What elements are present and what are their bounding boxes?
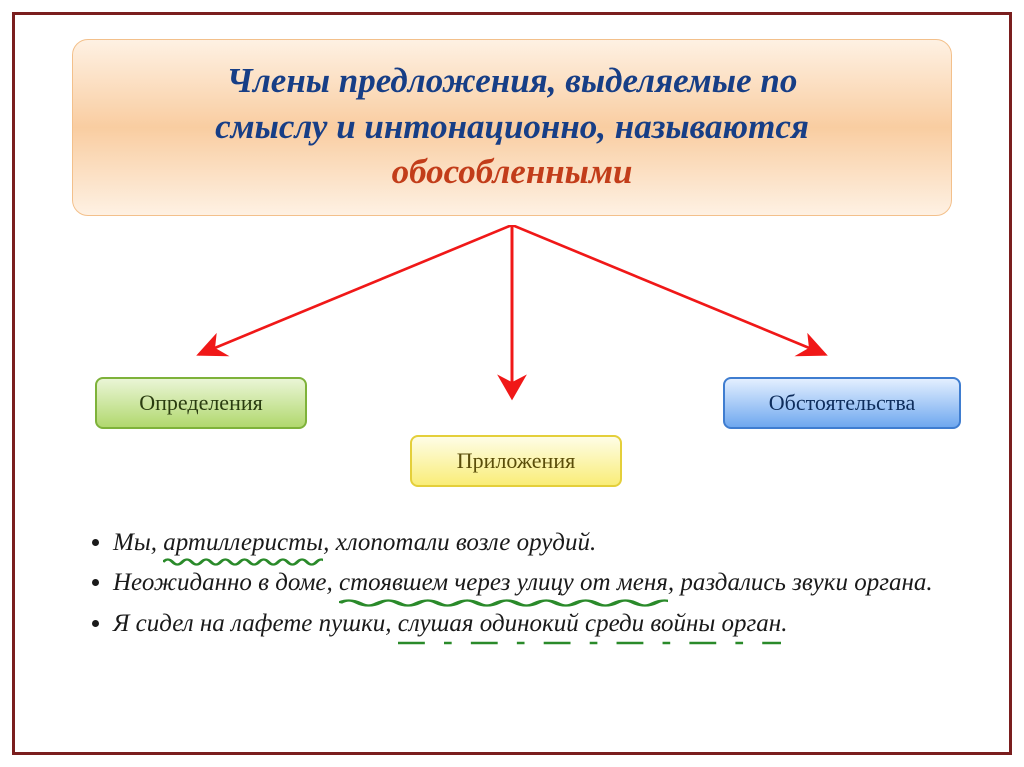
examples-block: Мы, артиллеристы , хлопотали возле оруди… bbox=[85, 525, 949, 646]
examples-list: Мы, артиллеристы , хлопотали возле оруди… bbox=[85, 525, 949, 642]
example-suffix: , хлопотали возле орудий. bbox=[323, 529, 596, 556]
title-line-3: обособленными bbox=[93, 149, 931, 195]
slide-frame: Члены предложения, выделяемые по смыслу … bbox=[12, 12, 1012, 755]
example-item: Неожиданно в доме, стоявшем через улицу … bbox=[113, 565, 949, 601]
example-prefix: Мы, bbox=[113, 529, 163, 556]
example-item: Мы, артиллеристы , хлопотали возле оруди… bbox=[113, 525, 949, 561]
title-line-2: смыслу и интонационно, называются bbox=[93, 104, 931, 150]
example-suffix: , раздались звуки органа. bbox=[668, 569, 933, 596]
node-circumstances: Обстоятельства bbox=[723, 377, 961, 429]
node-applications-label: Приложения bbox=[457, 449, 575, 473]
example-prefix: Неожиданно в доме, bbox=[113, 569, 339, 596]
node-definitions-label: Определения bbox=[139, 391, 263, 415]
example-prefix: Я сидел на лафете пушки, bbox=[113, 610, 398, 637]
node-definitions: Определения bbox=[95, 377, 307, 429]
definition-underline: стоявшем через улицу от меня bbox=[339, 565, 668, 601]
circumstance-underline: слушая одинокий среди войны орган bbox=[398, 606, 781, 642]
example-suffix: . bbox=[781, 610, 787, 637]
definition-underline: артиллеристы bbox=[163, 525, 323, 561]
example-item: Я сидел на лафете пушки, слушая одинокий… bbox=[113, 606, 949, 642]
node-applications: Приложения bbox=[410, 435, 622, 487]
node-circumstances-label: Обстоятельства bbox=[769, 391, 916, 415]
title-line-1: Члены предложения, выделяемые по bbox=[93, 58, 931, 104]
title-box: Члены предложения, выделяемые по смыслу … bbox=[72, 39, 952, 216]
canvas: Члены предложения, выделяемые по смыслу … bbox=[0, 0, 1024, 767]
